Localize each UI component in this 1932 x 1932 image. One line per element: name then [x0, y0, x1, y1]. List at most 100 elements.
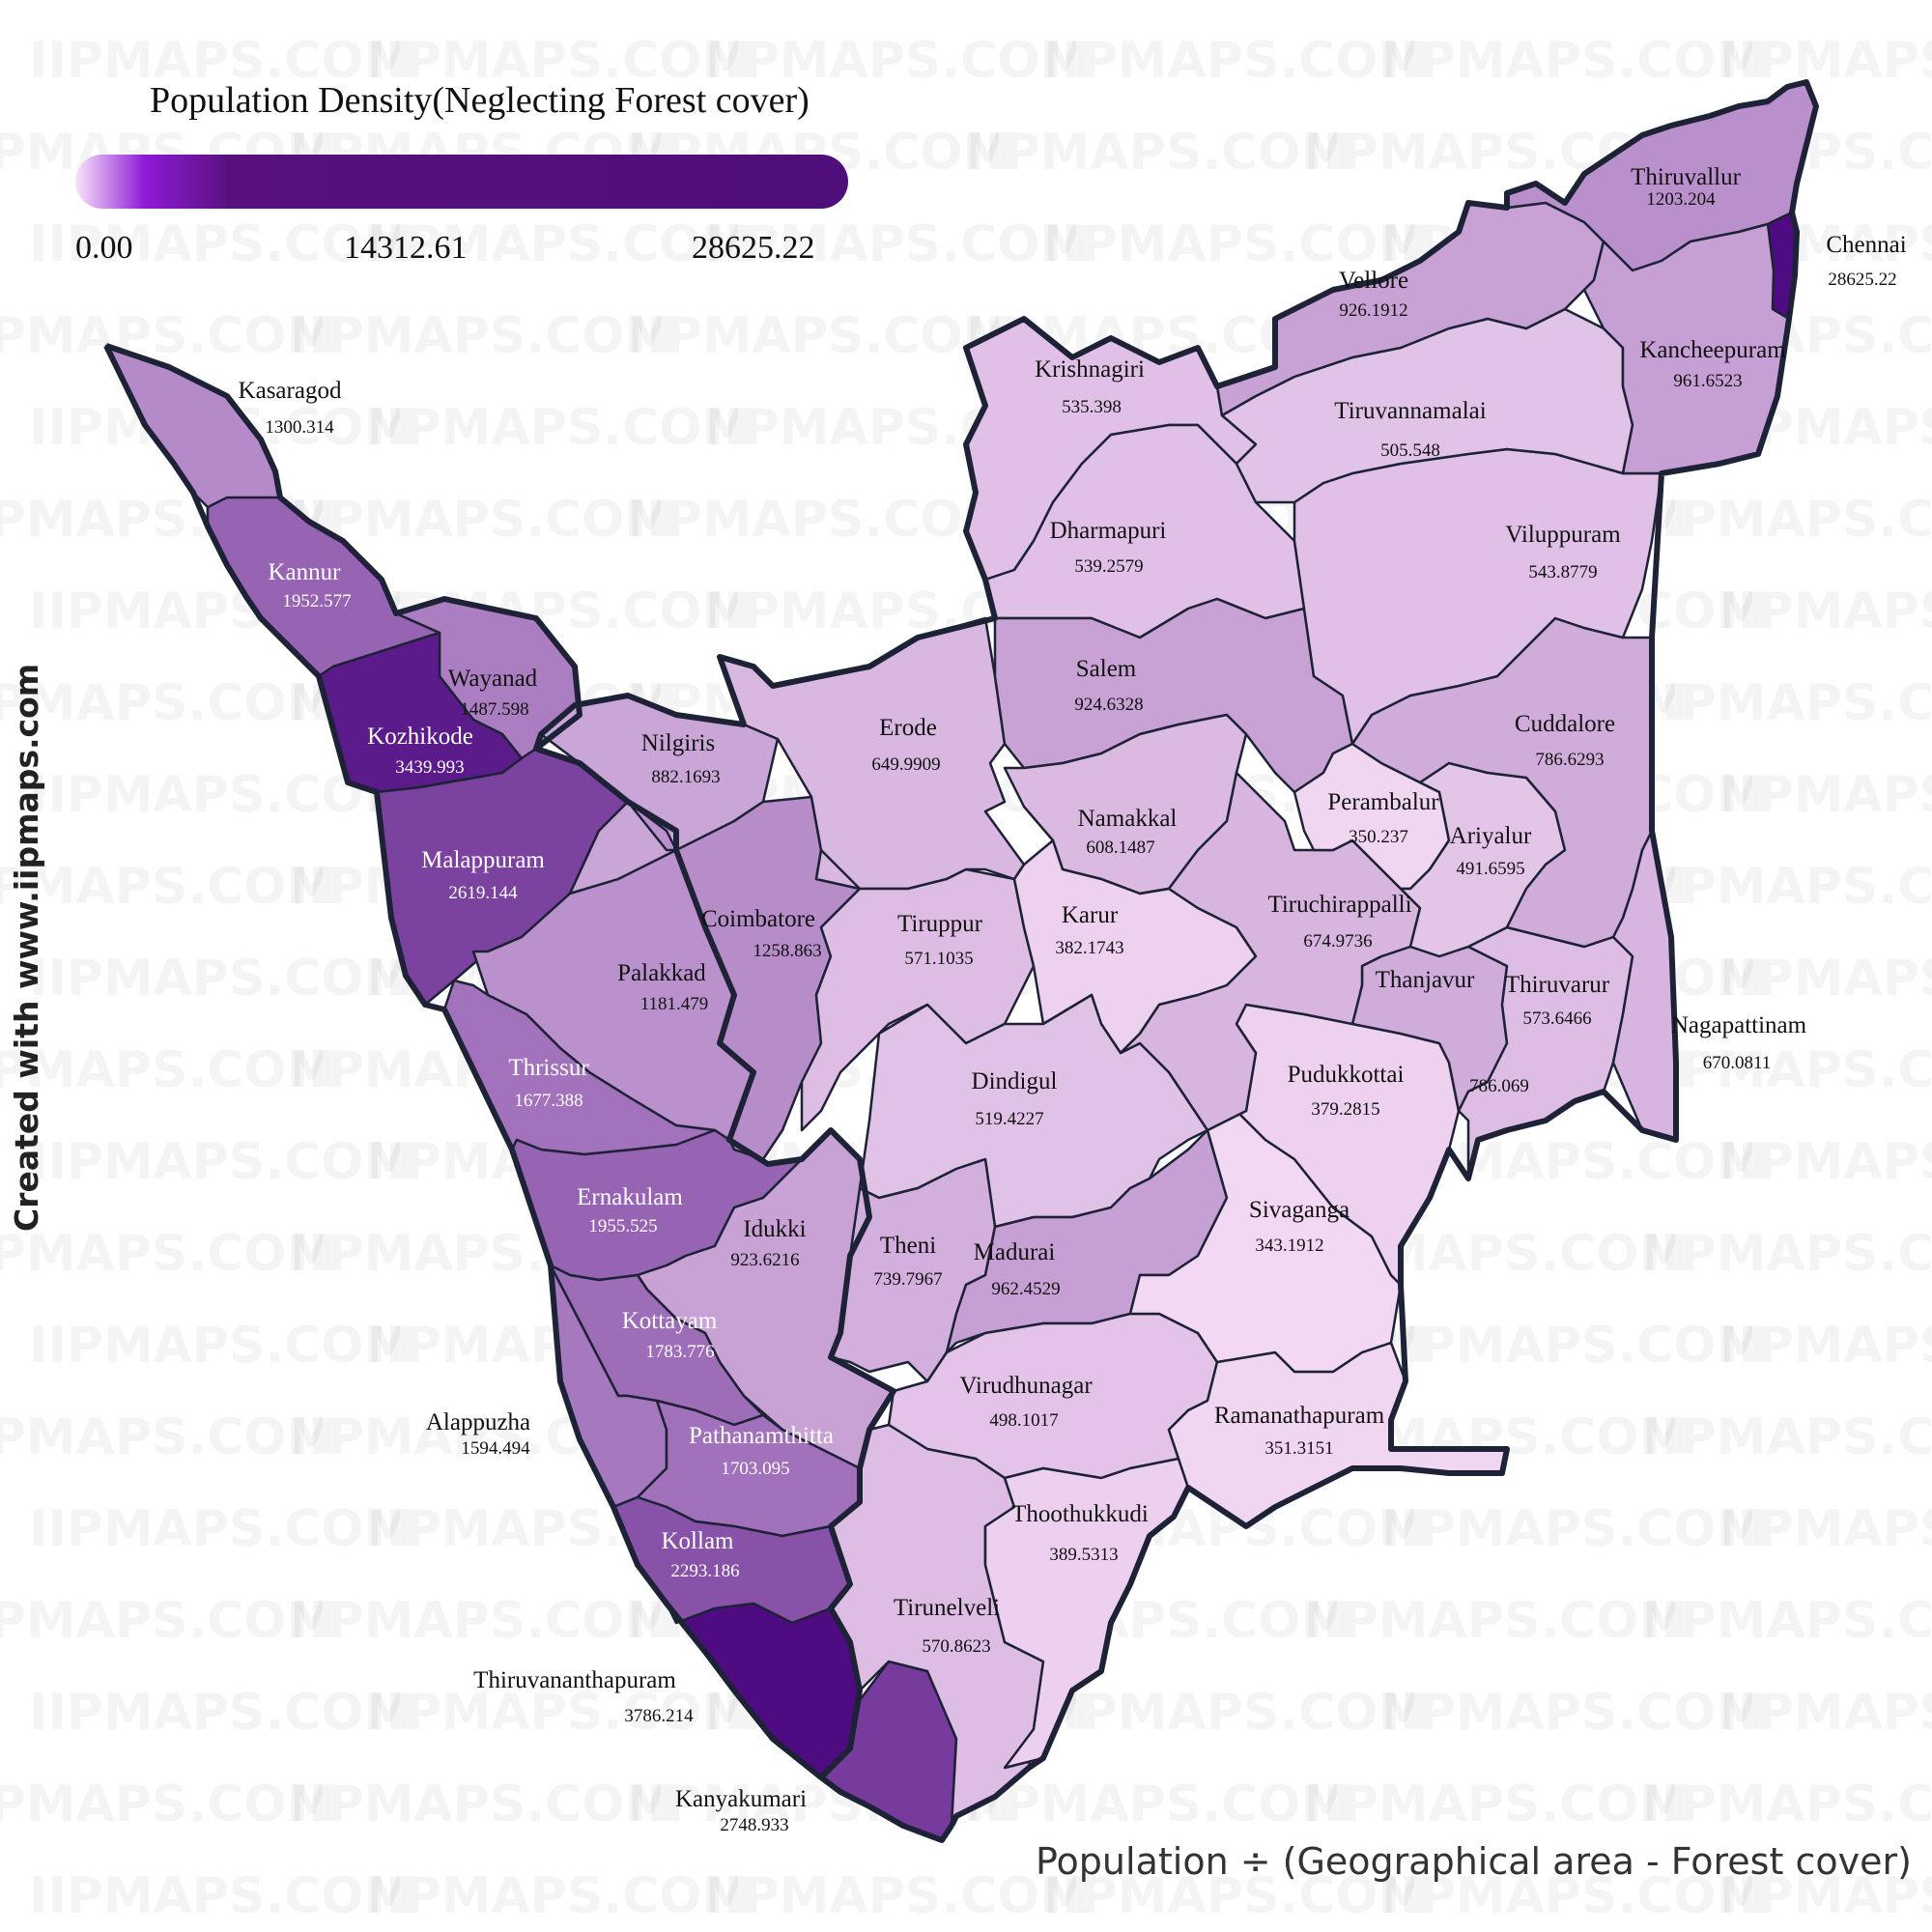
district-value-label: 1955.525	[588, 1216, 657, 1236]
district-value-label: 350.237	[1349, 827, 1408, 847]
legend-color-bar	[75, 155, 848, 209]
district-value-label: 491.6595	[1456, 859, 1524, 879]
district-value-label: 786.069	[1469, 1076, 1529, 1096]
district-name-label: Tiruvannamalai	[1334, 398, 1486, 424]
district-name-label: Krishnagiri	[1035, 356, 1145, 383]
district-value-label: 1783.776	[645, 1342, 714, 1362]
district-name-label: Madurai	[974, 1239, 1056, 1265]
legend-title: Population Density(Neglecting Forest cov…	[150, 80, 810, 121]
district-value-label: 924.6328	[1074, 695, 1143, 715]
district-name-label: Malappuram	[421, 847, 545, 873]
district-name-label: Wayanad	[448, 666, 538, 692]
kerala-tn-border	[105, 343, 896, 1780]
district-value-label: 674.9736	[1303, 931, 1372, 952]
district-name-label: Thiruvallur	[1631, 164, 1742, 190]
district-tiruppur[interactable]	[800, 848, 1036, 1132]
district-value-label: 649.9909	[871, 754, 940, 775]
district-value-label: 786.6293	[1535, 750, 1604, 770]
legend-min-label: 0.00	[75, 230, 133, 266]
district-value-label: 28625.22	[1828, 270, 1896, 290]
district-value-label: 2748.933	[720, 1815, 788, 1835]
district-value-label: 1300.314	[265, 417, 334, 438]
district-value-label: 379.2815	[1311, 1099, 1379, 1120]
district-value-label: 351.3151	[1264, 1438, 1333, 1459]
district-name-label: Chennai	[1826, 232, 1906, 258]
district-name-label: Nagapattinam	[1671, 1012, 1807, 1038]
district-name-label: Thiruvananthapuram	[473, 1667, 676, 1693]
district-tiruchirappalli[interactable]	[1119, 771, 1422, 1132]
formula-note: Population ÷ (Geographical area - Forest…	[1036, 1840, 1912, 1883]
district-value-label: 3786.214	[624, 1706, 694, 1726]
district-name-label: Tiruppur	[897, 911, 983, 937]
district-value-label: 2293.186	[670, 1561, 739, 1581]
district-value-label: 343.1912	[1255, 1236, 1323, 1256]
legend-mid-label: 14312.61	[344, 230, 468, 266]
district-name-label: Viluppuram	[1505, 522, 1621, 548]
district-value-label: 2619.144	[448, 883, 518, 903]
district-value-label: 923.6216	[730, 1250, 799, 1270]
district-name-label: Kannur	[269, 559, 342, 585]
district-name-label: Kasaragod	[239, 378, 342, 404]
district-name-label: Ernakulam	[577, 1184, 683, 1210]
district-value-label: 1258.863	[753, 941, 821, 961]
district-value-label: 389.5313	[1049, 1545, 1118, 1565]
district-name-label: Alappuzha	[426, 1409, 530, 1435]
district-name-label: Thrissur	[508, 1055, 589, 1081]
district-value-label: 382.1743	[1055, 938, 1123, 958]
district-name-label: Cuddalore	[1515, 711, 1615, 737]
district-value-label: 1203.204	[1646, 189, 1716, 210]
district-value-label: 739.7967	[873, 1269, 942, 1290]
district-value-label: 543.8779	[1528, 562, 1597, 582]
district-value-label: 573.6466	[1522, 1009, 1591, 1029]
district-name-label: Kozhikode	[367, 724, 473, 750]
district-value-label: 1952.577	[282, 591, 351, 611]
district-value-label: 535.398	[1062, 397, 1122, 417]
district-name-label: Ariyalur	[1450, 823, 1532, 849]
district-name-label: Kollam	[662, 1528, 735, 1554]
district-name-label: Dharmapuri	[1050, 518, 1167, 544]
state-borders	[103, 79, 1819, 1843]
district-value-label: 498.1017	[989, 1410, 1058, 1431]
district-value-label: 505.548	[1380, 440, 1440, 461]
district-value-label: 961.6523	[1673, 371, 1742, 391]
district-thiruvananthapuram[interactable]	[665, 1602, 862, 1779]
legend-max-label: 28625.22	[692, 230, 815, 266]
district-name-label: Thanjavur	[1376, 967, 1475, 993]
district-name-label: Ramanathapuram	[1214, 1403, 1385, 1429]
district-name-label: Coimbatore	[701, 906, 815, 932]
district-value-label: 1487.598	[460, 699, 528, 720]
district-value-label: 926.1912	[1339, 300, 1407, 321]
district-name-label: Pathanamthitta	[689, 1423, 834, 1449]
district-name-label: Erode	[879, 715, 937, 741]
district-name-label: Namakkal	[1078, 806, 1178, 832]
district-ramanathapuram[interactable]	[1167, 1341, 1509, 1528]
district-name-label: Nilgiris	[641, 730, 715, 756]
district-name-label: Virudhunagar	[959, 1373, 1093, 1399]
district-name-label: Tirunelveli	[894, 1595, 1000, 1621]
district-name-label: Vellore	[1339, 268, 1408, 294]
district-value-label: 539.2579	[1074, 556, 1143, 577]
district-value-label: 1703.095	[721, 1459, 789, 1479]
district-name-label: Dindigul	[972, 1068, 1058, 1094]
district-name-label: Kancheepuram	[1639, 337, 1786, 363]
district-name-label: Salem	[1076, 656, 1137, 682]
district-name-label: Thiruvarur	[1505, 972, 1610, 998]
district-value-label: 571.1035	[904, 949, 973, 969]
district-value-label: 1594.494	[461, 1438, 530, 1459]
district-name-label: Pudukkottai	[1288, 1062, 1405, 1088]
district-name-label: Thoothukkudi	[1011, 1501, 1149, 1527]
district-value-label: 670.0811	[1703, 1053, 1772, 1073]
district-name-label: Kanyakumari	[675, 1786, 807, 1812]
district-value-label: 962.4529	[991, 1279, 1060, 1299]
district-value-label: 570.8623	[922, 1636, 990, 1657]
district-value-label: 608.1487	[1086, 838, 1154, 858]
district-value-label: 882.1693	[651, 767, 720, 787]
district-name-label: Sivaganga	[1249, 1197, 1350, 1223]
kerala-coast-border	[103, 344, 954, 1843]
tn-outer-border	[533, 79, 1819, 1828]
district-name-label: Perambalur	[1327, 789, 1439, 815]
district-name-label: Tiruchirappalli	[1267, 892, 1411, 918]
district-name-label: Idukki	[743, 1216, 806, 1242]
district-name-label: Palakkad	[617, 960, 706, 986]
